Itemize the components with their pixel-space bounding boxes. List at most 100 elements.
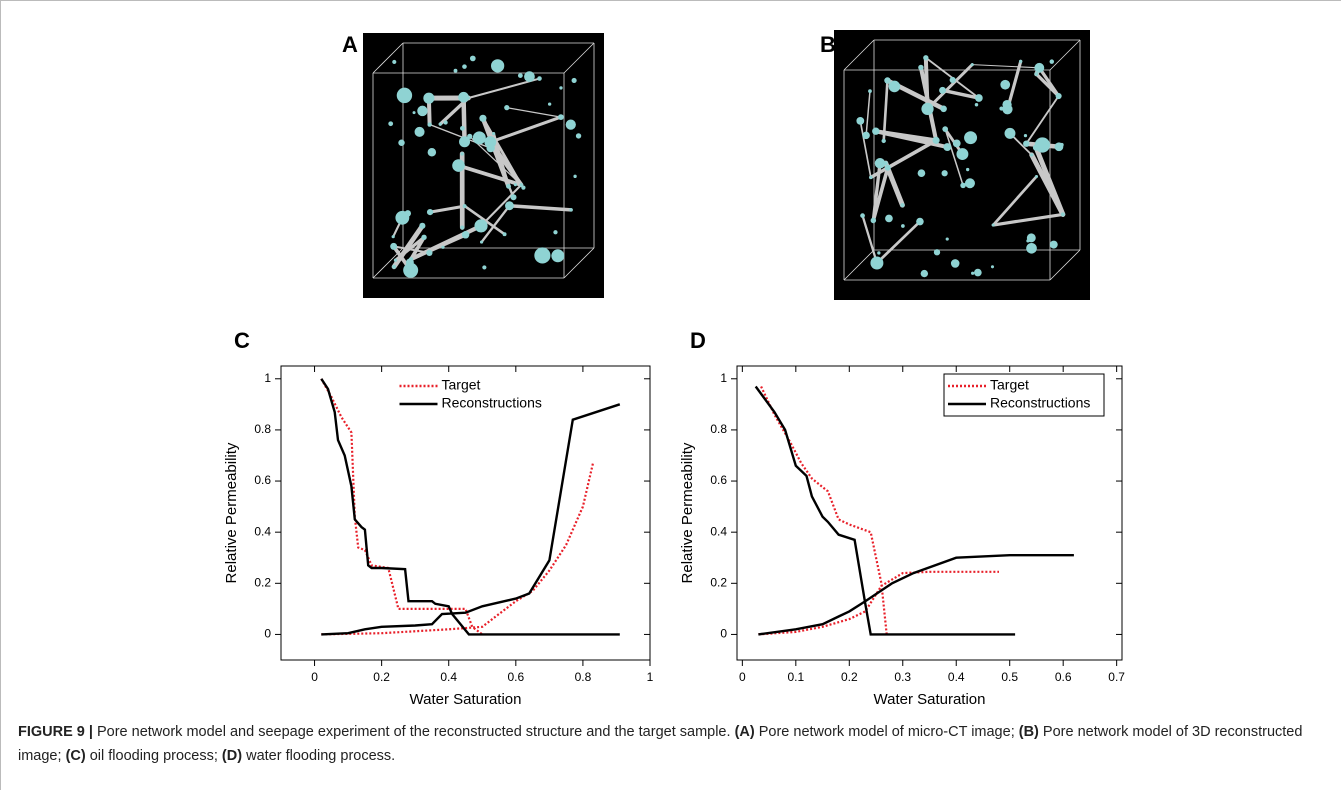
y-tick-label: 0.8: [254, 422, 271, 436]
legend-label: Reconstructions: [442, 395, 542, 411]
caption: FIGURE 9 | Pore network model and seepag…: [18, 720, 1318, 768]
pore: [921, 103, 933, 115]
x-tick-label: 1: [647, 670, 654, 684]
pore: [1056, 93, 1062, 99]
series-line: [321, 379, 620, 635]
y-tick-label: 1: [264, 371, 271, 385]
y-tick-label: 0.6: [254, 473, 271, 487]
pore: [923, 55, 928, 60]
pore: [966, 168, 969, 171]
caption-ref: (C): [66, 748, 86, 764]
pore: [572, 78, 577, 83]
x-tick-label: 0.2: [373, 670, 390, 684]
x-tick-label: 0.4: [948, 670, 965, 684]
pore: [974, 269, 982, 277]
pore: [889, 81, 901, 93]
pore: [882, 139, 886, 143]
pore: [934, 249, 940, 255]
pore: [1034, 63, 1044, 73]
pore: [916, 218, 924, 226]
pore: [553, 230, 557, 234]
pore: [462, 64, 467, 69]
pore: [413, 111, 416, 114]
pore: [1024, 134, 1027, 137]
pore: [953, 140, 961, 148]
pore: [441, 246, 444, 249]
pore: [479, 115, 486, 122]
pore: [942, 126, 948, 132]
y-axis-label: Relative Permeability: [223, 442, 240, 583]
pore: [1060, 143, 1064, 147]
caption-ref: (D): [222, 748, 242, 764]
pore: [939, 87, 946, 94]
pore: [392, 265, 396, 269]
caption-text: water flooding process.: [242, 748, 395, 764]
pore: [1026, 243, 1037, 254]
pore: [395, 211, 409, 225]
pore: [558, 114, 564, 120]
pore: [877, 251, 880, 254]
pore: [885, 165, 891, 171]
panel-label: B: [820, 32, 836, 57]
pore: [871, 218, 877, 224]
pore: [1030, 153, 1033, 156]
pore: [964, 131, 977, 144]
y-tick-label: 0.8: [710, 422, 727, 436]
pore: [505, 201, 514, 210]
pore: [423, 93, 434, 104]
pore: [1023, 140, 1029, 146]
pore: [406, 259, 414, 267]
y-axis-label: Relative Permeability: [679, 442, 696, 583]
pore: [1035, 175, 1038, 178]
pore: [950, 77, 956, 83]
panel-label: D: [690, 328, 706, 353]
x-tick-label: 0.6: [1055, 670, 1072, 684]
pore: [474, 219, 487, 232]
pore: [388, 121, 393, 126]
pore: [856, 117, 864, 125]
pore: [566, 120, 576, 130]
y-tick-label: 0.4: [254, 524, 271, 538]
caption-ref: (B): [1019, 724, 1039, 740]
pore: [868, 89, 872, 93]
pore: [548, 102, 551, 105]
pore: [427, 209, 433, 215]
x-tick-label: 0.3: [894, 670, 911, 684]
pore: [576, 133, 581, 138]
pore: [519, 183, 523, 187]
pore: [901, 224, 905, 228]
pore: [473, 131, 486, 144]
pore: [1050, 59, 1055, 64]
pore: [862, 132, 869, 139]
pore: [460, 126, 465, 131]
x-tick-label: 0.6: [507, 670, 524, 684]
pore: [975, 103, 978, 106]
series-line: [758, 387, 999, 635]
y-tick-label: 0.4: [710, 524, 727, 538]
x-tick-label: 0.2: [841, 670, 858, 684]
legend-label: Reconstructions: [990, 395, 1090, 411]
pore: [918, 169, 926, 177]
pore: [1050, 241, 1058, 249]
series-line: [321, 379, 593, 635]
pore: [417, 106, 427, 116]
pore: [397, 88, 412, 103]
series-line: [756, 387, 1074, 635]
pore: [392, 60, 396, 64]
pore: [480, 240, 483, 243]
pore: [1005, 128, 1016, 139]
caption-ref: (A): [735, 724, 755, 740]
pore: [452, 159, 465, 172]
pore: [573, 175, 576, 178]
pore: [971, 63, 974, 66]
x-tick-label: 0: [739, 670, 746, 684]
y-tick-label: 0: [264, 627, 271, 641]
pore: [870, 257, 883, 270]
pore: [992, 224, 995, 227]
y-tick-label: 0.2: [254, 575, 271, 589]
page: {"panels": [{"label": "A"}, {"label": "B…: [0, 0, 1342, 791]
legend-label: Target: [442, 377, 481, 393]
pore: [869, 176, 873, 180]
pore: [933, 137, 940, 144]
pore: [991, 265, 994, 268]
